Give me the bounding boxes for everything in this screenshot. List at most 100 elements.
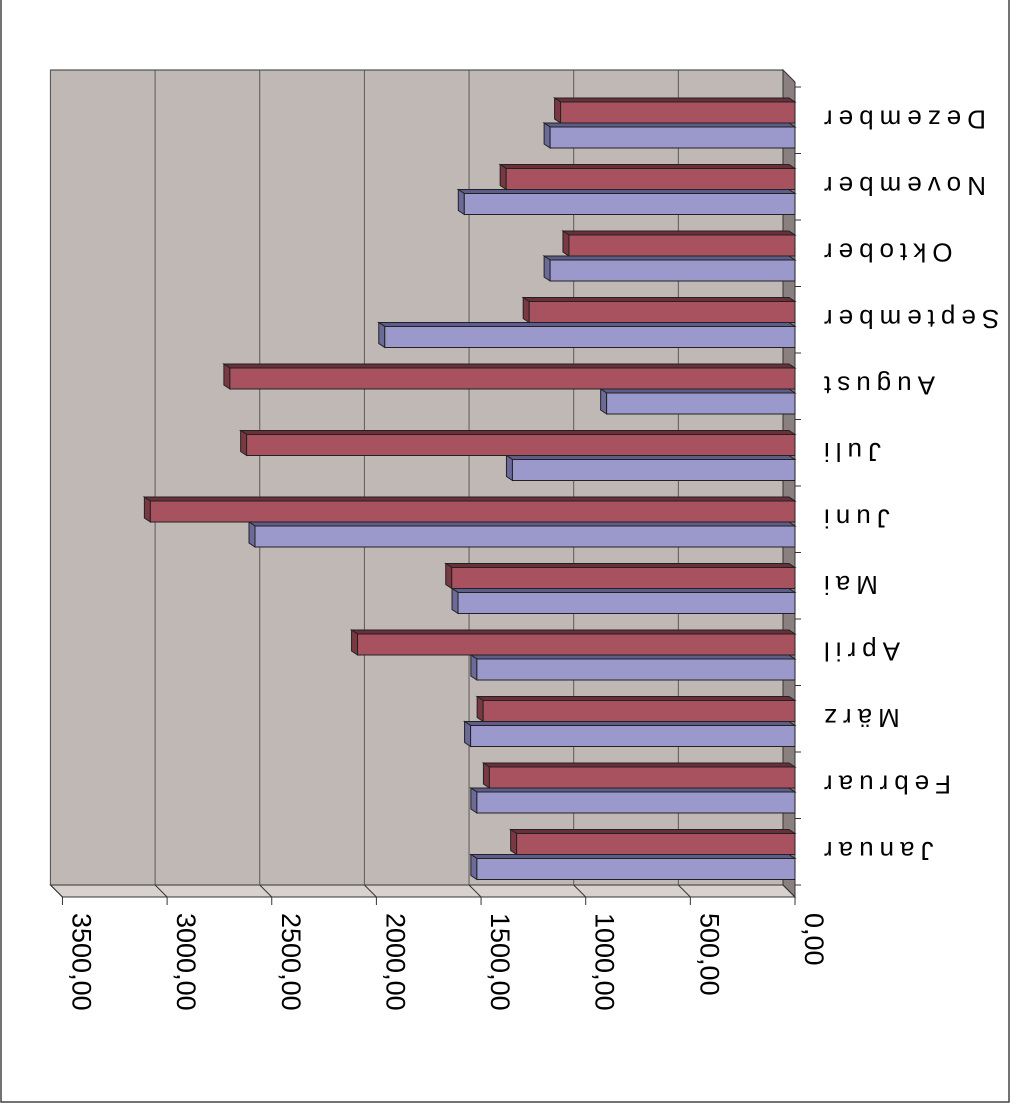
bar-series1-top — [469, 854, 797, 859]
bar-series2-top — [444, 563, 797, 568]
bar-series2-front — [528, 301, 796, 323]
bar-series2-end — [223, 363, 231, 390]
bar-series2-front — [229, 367, 796, 390]
bar-series2-end — [482, 762, 490, 789]
bar-series1 — [469, 853, 797, 881]
bar-series1-end — [505, 454, 513, 482]
bar-series1-end — [543, 122, 551, 149]
gridline-floor — [50, 884, 63, 898]
bar-series2-top — [142, 496, 797, 502]
bar-series1-front — [254, 525, 796, 548]
bar-series2-front — [560, 101, 796, 124]
bar-series1 — [542, 122, 797, 149]
gridline-floor — [259, 884, 273, 898]
bar-series2-front — [246, 434, 796, 456]
bar-series2-end — [143, 496, 151, 523]
tick-label: 2000,00 — [380, 913, 410, 1011]
bar-series1 — [469, 654, 797, 681]
bar-series1 — [469, 787, 797, 814]
bar-series1-end — [470, 853, 478, 881]
bar-series2-front — [488, 766, 796, 789]
bar-series1-top — [542, 122, 797, 128]
bar-series1-top — [450, 588, 797, 593]
bar-series2-top — [552, 97, 797, 103]
bar-series1 — [456, 188, 797, 216]
bar-series1-top — [377, 322, 797, 327]
bar-series2-top — [222, 363, 797, 369]
bar-series2-end — [240, 429, 248, 457]
bar-series2-front — [451, 567, 796, 589]
bar-series2 — [238, 429, 797, 457]
tick-label: 3000,00 — [171, 913, 201, 1011]
gridline-floor — [468, 884, 482, 898]
bar-series1-top — [504, 455, 797, 460]
bar-series2-front — [516, 833, 796, 855]
bar-series1-end — [248, 521, 256, 548]
bar-series2 — [521, 296, 797, 324]
tick-label: 1500,00 — [485, 913, 515, 1011]
bar-series2 — [481, 762, 797, 789]
category-label: September — [818, 304, 999, 334]
category-label: August — [818, 370, 935, 400]
bar-series2-end — [445, 562, 453, 590]
bar-series1-end — [451, 587, 459, 615]
bar-series2-top — [508, 829, 797, 834]
bar-series1 — [598, 388, 797, 415]
bar-series1-front — [384, 326, 796, 348]
bar-series2 — [475, 695, 797, 723]
bar-series1-top — [247, 521, 797, 527]
bar-series2-top — [475, 696, 797, 701]
bar-series2-end — [562, 230, 570, 257]
bar-series1-top — [469, 787, 797, 793]
bar-series2-top — [521, 297, 797, 302]
bar-series1-front — [463, 193, 796, 215]
bar-series2-top — [238, 430, 797, 435]
bar-series1-front — [549, 126, 796, 149]
bar-series2-front — [482, 700, 796, 722]
bar-series1-top — [598, 388, 797, 394]
gridline-floor — [573, 884, 587, 898]
gridline-floor — [364, 884, 377, 898]
tick-label: 1000,00 — [590, 913, 620, 1011]
bar-series2 — [349, 629, 797, 656]
category-label: Januar — [818, 836, 934, 866]
bar-series1-end — [378, 321, 386, 349]
bar-series2-front — [149, 500, 796, 523]
bar-series2-top — [561, 230, 797, 236]
bar-series2 — [508, 828, 797, 856]
bar-series1-front — [606, 392, 796, 415]
bar-series2-front — [568, 234, 796, 257]
bar-series1-front — [457, 592, 796, 614]
bar-series1 — [542, 255, 797, 282]
bar-series1-end — [470, 787, 478, 814]
bar-series1-top — [469, 654, 797, 660]
bar-series2-end — [351, 629, 359, 656]
category-label: April — [818, 636, 900, 666]
bar-series2-end — [554, 97, 562, 124]
category-label: Mai — [818, 570, 878, 600]
bar-series1-top — [462, 721, 797, 726]
bar-series2 — [561, 230, 797, 257]
tick-label: 500,00 — [694, 913, 724, 996]
bar-series2 — [222, 363, 797, 390]
bar-series2 — [498, 163, 797, 191]
bar-series1-front — [511, 459, 796, 481]
bar-series1-end — [600, 388, 608, 415]
category-label: Juni — [818, 503, 890, 533]
bar-series2-end — [522, 296, 530, 324]
bar-series1 — [504, 454, 797, 482]
bar-series2-top — [349, 629, 797, 635]
tick-label: 3500,00 — [66, 913, 96, 1011]
bar-series1-top — [542, 255, 797, 261]
bar-series1 — [377, 321, 797, 349]
bar-series2 — [142, 496, 797, 523]
bar-series2-top — [481, 762, 797, 768]
bar-series1 — [247, 521, 797, 548]
bar-series1-front — [476, 791, 796, 814]
category-label: Oktober — [818, 237, 953, 267]
category-label: Februar — [818, 769, 951, 799]
bar-series1-top — [456, 189, 797, 194]
